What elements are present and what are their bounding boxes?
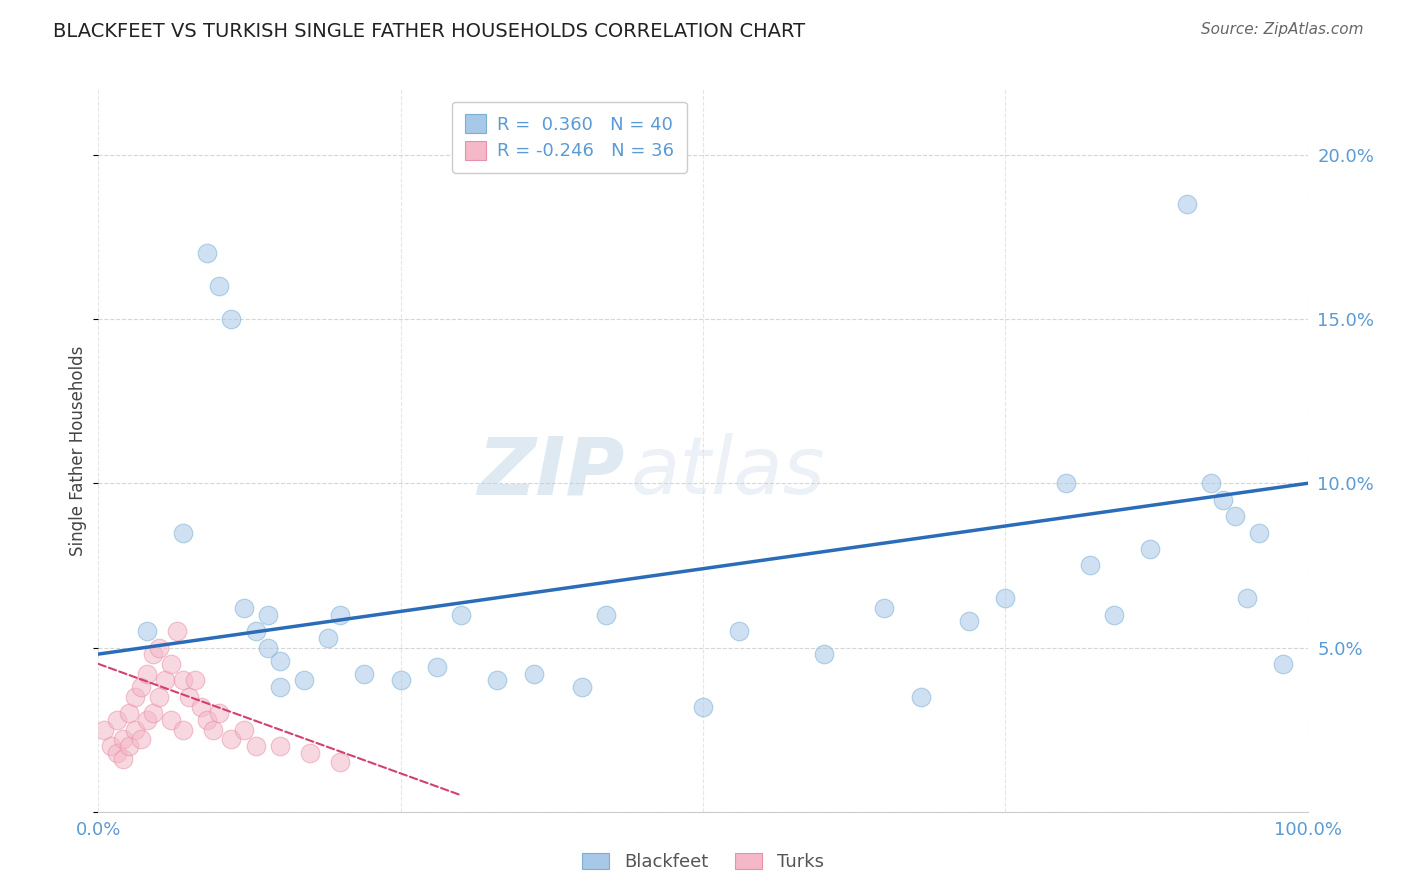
Point: [1249, 525, 1271, 540]
Point: [111, 732, 134, 747]
Point: [1199, 476, 1222, 491]
Point: [142, 647, 165, 661]
Point: [129, 732, 152, 747]
Point: [389, 673, 412, 688]
Point: [105, 713, 128, 727]
Text: BLACKFEET VS TURKISH SINGLE FATHER HOUSEHOLDS CORRELATION CHART: BLACKFEET VS TURKISH SINGLE FATHER HOUSE…: [53, 22, 806, 41]
Point: [523, 666, 546, 681]
Point: [160, 657, 183, 671]
Point: [329, 607, 352, 622]
Point: [1054, 476, 1077, 491]
Point: [195, 713, 218, 727]
Point: [166, 624, 188, 639]
Point: [148, 640, 170, 655]
Y-axis label: Single Father Households: Single Father Households: [69, 345, 87, 556]
Point: [299, 746, 322, 760]
Point: [1102, 607, 1125, 622]
Point: [195, 246, 218, 260]
Text: Source: ZipAtlas.com: Source: ZipAtlas.com: [1201, 22, 1364, 37]
Point: [486, 673, 509, 688]
Point: [124, 723, 146, 737]
Point: [118, 706, 141, 721]
Point: [728, 624, 751, 639]
Point: [118, 739, 141, 753]
Point: [910, 690, 932, 704]
Point: [269, 654, 291, 668]
Point: [105, 746, 128, 760]
Point: [571, 680, 593, 694]
Point: [190, 699, 212, 714]
Point: [153, 673, 176, 688]
Point: [93, 723, 115, 737]
Point: [256, 640, 278, 655]
Point: [1272, 657, 1295, 671]
Point: [100, 739, 122, 753]
Point: [135, 713, 157, 727]
Point: [245, 624, 267, 639]
Point: [135, 666, 157, 681]
Point: [269, 739, 291, 753]
Point: [172, 525, 194, 540]
Point: [994, 591, 1017, 606]
Point: [232, 601, 254, 615]
Point: [232, 723, 254, 737]
Point: [692, 699, 714, 714]
Point: [129, 680, 152, 694]
Point: [184, 673, 207, 688]
Point: [1212, 492, 1234, 507]
Point: [292, 673, 315, 688]
Point: [179, 690, 201, 704]
Point: [813, 647, 835, 661]
Legend: R =  0.360   N = 40, R = -0.246   N = 36: R = 0.360 N = 40, R = -0.246 N = 36: [453, 102, 688, 173]
Point: [957, 614, 980, 628]
Point: [1078, 558, 1101, 573]
Point: [221, 312, 243, 326]
Point: [269, 680, 291, 694]
Point: [148, 690, 170, 704]
Point: [202, 723, 225, 737]
Text: atlas: atlas: [630, 434, 825, 511]
Point: [172, 673, 194, 688]
Point: [208, 279, 231, 293]
Point: [873, 601, 896, 615]
Point: [245, 739, 267, 753]
Point: [142, 706, 165, 721]
Point: [221, 732, 243, 747]
Text: ZIP: ZIP: [477, 434, 624, 511]
Legend: Blackfeet, Turks: Blackfeet, Turks: [575, 846, 831, 879]
Point: [450, 607, 472, 622]
Point: [208, 706, 231, 721]
Point: [111, 752, 134, 766]
Point: [172, 723, 194, 737]
Point: [329, 756, 352, 770]
Point: [135, 624, 157, 639]
Point: [124, 690, 146, 704]
Point: [1223, 509, 1246, 524]
Point: [316, 631, 339, 645]
Point: [256, 607, 278, 622]
Point: [1175, 197, 1198, 211]
Point: [353, 666, 375, 681]
Point: [1139, 541, 1161, 556]
Point: [1236, 591, 1258, 606]
Point: [160, 713, 183, 727]
Point: [426, 660, 449, 674]
Point: [595, 607, 617, 622]
